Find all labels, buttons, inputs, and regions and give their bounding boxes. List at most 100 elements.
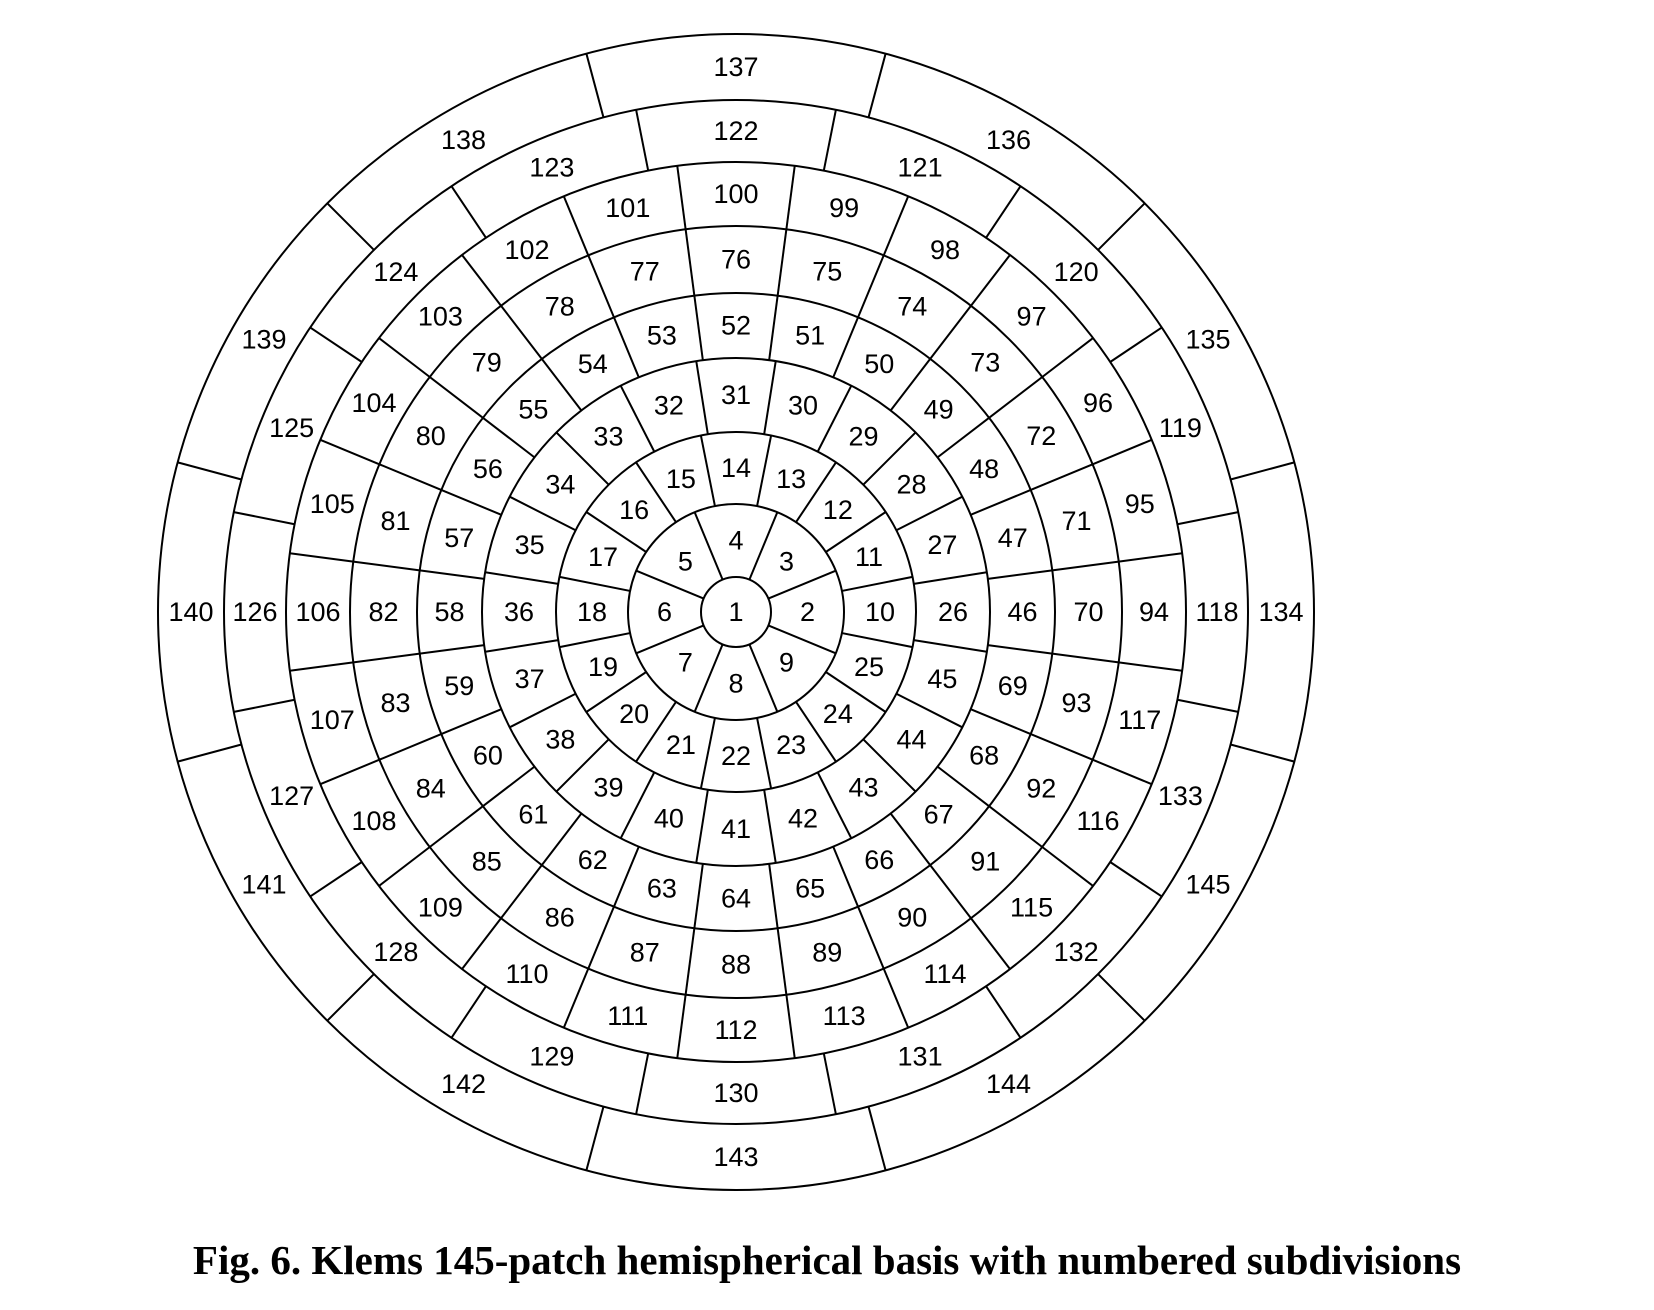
patch-divider	[233, 698, 295, 713]
patch-label-85: 85	[472, 846, 502, 876]
patch-divider	[1230, 743, 1295, 763]
patch-label-139: 139	[241, 325, 286, 355]
patch-divider	[450, 985, 487, 1039]
patch-divider	[1041, 337, 1094, 378]
ring-boundary-8	[223, 99, 1249, 1125]
patch-divider	[767, 624, 837, 655]
patch-label-144: 144	[986, 1069, 1031, 1099]
patch-label-41: 41	[721, 814, 751, 844]
patch-label-66: 66	[864, 845, 894, 875]
patch-divider	[936, 765, 990, 807]
patch-divider	[1230, 461, 1295, 481]
patch-divider	[309, 861, 363, 898]
patch-label-124: 124	[373, 257, 418, 287]
patch-divider	[541, 358, 583, 412]
patch-label-39: 39	[593, 773, 623, 803]
patch-divider	[857, 254, 885, 318]
patch-divider	[177, 461, 242, 481]
patch-divider	[1097, 202, 1146, 251]
patch-label-36: 36	[504, 597, 534, 627]
patch-divider	[635, 701, 677, 763]
ring-boundary-3	[555, 431, 917, 793]
patch-label-56: 56	[473, 454, 503, 484]
patch-divider	[862, 738, 917, 793]
patch-divider	[619, 771, 656, 839]
patch-label-84: 84	[416, 773, 446, 803]
patch-divider	[867, 53, 887, 118]
patch-divider	[461, 254, 502, 307]
patch-divider	[555, 738, 610, 793]
patch-label-64: 64	[721, 884, 751, 914]
patch-divider	[889, 358, 931, 412]
patch-divider	[832, 846, 859, 908]
patch-label-51: 51	[795, 320, 825, 350]
patch-divider	[857, 906, 885, 970]
patch-label-33: 33	[593, 421, 623, 451]
patch-label-92: 92	[1026, 773, 1056, 803]
patch-divider	[562, 195, 590, 256]
patch-divider	[440, 489, 502, 516]
patch-label-126: 126	[232, 597, 277, 627]
patch-label-44: 44	[897, 725, 927, 755]
patch-divider	[619, 385, 656, 453]
patch-label-142: 142	[441, 1069, 486, 1099]
ring-boundary-5	[416, 292, 1056, 932]
patch-divider	[1041, 846, 1094, 887]
patch-label-12: 12	[823, 495, 853, 525]
ring-boundary-4	[481, 357, 991, 867]
patch-label-1: 1	[728, 597, 743, 627]
patch-label-63: 63	[647, 874, 677, 904]
patch-label-11: 11	[855, 542, 883, 572]
patch-divider	[889, 812, 931, 866]
patch-label-34: 34	[545, 469, 575, 499]
patch-label-141: 141	[241, 870, 286, 900]
patch-divider	[177, 743, 242, 763]
patch-divider	[929, 864, 972, 919]
patch-label-57: 57	[444, 523, 474, 553]
ring-boundary-1	[700, 576, 772, 648]
patch-divider	[1092, 758, 1153, 786]
patch-divider	[841, 632, 913, 649]
patch-label-123: 123	[529, 153, 574, 183]
patch-label-132: 132	[1054, 937, 1099, 967]
patch-divider	[635, 109, 650, 171]
patch-divider	[795, 701, 837, 763]
patch-divider	[825, 671, 887, 713]
patch-label-74: 74	[897, 292, 927, 322]
patch-divider	[585, 53, 605, 118]
patch-divider	[763, 360, 777, 435]
patch-divider	[693, 643, 724, 713]
patch-label-21: 21	[666, 730, 696, 760]
patch-divider	[484, 639, 559, 653]
ring-boundary-6	[349, 225, 1123, 999]
patch-label-3: 3	[779, 546, 794, 576]
patch-label-65: 65	[795, 874, 825, 904]
patch-divider	[684, 928, 696, 995]
patch-label-9: 9	[779, 648, 794, 678]
patch-label-16: 16	[619, 495, 649, 525]
patch-divider	[816, 385, 853, 453]
patch-label-118: 118	[1195, 597, 1238, 627]
patch-label-79: 79	[472, 348, 502, 378]
patch-divider	[585, 1106, 605, 1171]
patch-divider	[326, 973, 375, 1022]
patch-label-42: 42	[788, 803, 818, 833]
patch-divider	[559, 632, 631, 649]
patch-label-17: 17	[588, 542, 618, 572]
patch-divider	[970, 489, 1032, 516]
patch-label-5: 5	[678, 546, 693, 576]
patch-divider	[756, 435, 773, 507]
patch-divider	[936, 417, 990, 459]
patch-divider	[987, 569, 1053, 580]
patch-divider	[699, 717, 716, 789]
patch-divider	[587, 906, 615, 970]
patch-divider	[1030, 463, 1094, 491]
patch-divider	[970, 254, 1011, 307]
patch-divider	[987, 644, 1053, 655]
patch-label-77: 77	[630, 257, 660, 287]
patch-divider	[695, 789, 709, 864]
patch-label-48: 48	[969, 454, 999, 484]
patch-label-2: 2	[800, 597, 815, 627]
